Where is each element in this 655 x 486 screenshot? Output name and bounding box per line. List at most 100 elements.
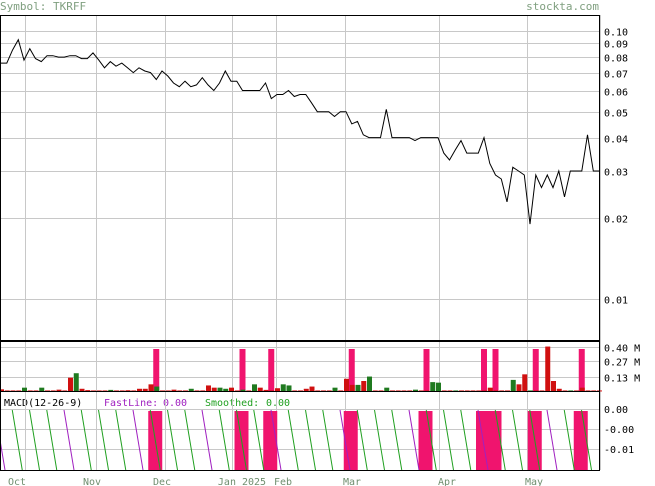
volume-bar (395, 390, 401, 392)
volume-bar (4, 390, 10, 392)
volume-bar (487, 387, 493, 391)
volume-bar (430, 382, 436, 391)
macd-signal-line (391, 409, 403, 471)
month-tick-label: May (525, 477, 543, 486)
volume-bar (27, 390, 33, 392)
volume-bar (171, 389, 177, 391)
volume-bar (585, 390, 591, 392)
volume-bar (229, 387, 234, 391)
price-tick-label: 0.03 (604, 168, 628, 179)
volume-tick-label: 0.13 M (604, 374, 640, 385)
macd-signal-line (374, 409, 385, 471)
macd-signal-line (512, 409, 523, 471)
price-tick-label: 0.01 (604, 296, 628, 307)
volume-bar (332, 387, 338, 391)
macd-signal-line (581, 409, 592, 471)
volume-bar (252, 384, 257, 391)
volume-bar (309, 386, 315, 391)
symbol-label: Symbol: TKRFF (0, 0, 86, 13)
volume-bar (246, 390, 252, 392)
site-label[interactable]: stockta.com (526, 0, 599, 13)
volume-highlight-bar (423, 349, 430, 391)
macd-signal-line (132, 409, 144, 471)
macd-signal-line (460, 409, 472, 471)
price-tick-label: 0.02 (604, 215, 628, 226)
volume-bar (194, 390, 200, 392)
volume-bar (424, 390, 430, 392)
price-tick-label: 0.04 (604, 135, 628, 146)
volume-highlight-bar (578, 349, 585, 391)
price-line (1, 38, 599, 225)
volume-bar (568, 390, 574, 392)
macd-signal-line (529, 409, 541, 471)
volume-highlight-bar (348, 349, 355, 391)
volume-tick-label: 0.40 M (604, 344, 640, 355)
volume-bar (453, 390, 459, 392)
macd-signal-line (339, 409, 351, 471)
volume-bar (234, 390, 240, 392)
macd-signal-line (494, 409, 506, 471)
volume-bar (344, 378, 349, 391)
volume-bar (114, 390, 119, 392)
volume-bar (464, 390, 470, 392)
macd-signal-line (270, 409, 282, 471)
macd-signal-line (408, 409, 420, 471)
volume-bar (280, 384, 286, 391)
volume-bar (545, 346, 551, 391)
macd-tick-label: -0.00 (604, 425, 634, 436)
macd-signal-line (236, 409, 247, 471)
volume-bar (539, 390, 545, 392)
macd-signal-line (322, 409, 334, 471)
price-tick-label: 0.08 (604, 54, 628, 65)
volume-bar (165, 390, 171, 392)
volume-bar (338, 390, 344, 392)
volume-bar (240, 389, 246, 391)
volume-bar (119, 390, 125, 392)
volume-bar (108, 389, 114, 391)
volume-bar (269, 390, 275, 392)
macd-signal-line (305, 409, 316, 471)
volume-bar (137, 388, 142, 391)
volume-bar (206, 385, 211, 391)
macd-signal-line (201, 409, 213, 471)
macd-signal-line (253, 409, 265, 471)
macd-signal-line (218, 409, 230, 471)
volume-bar (257, 387, 263, 391)
volume-bar (321, 390, 326, 392)
price-panel-frame (0, 15, 600, 341)
volume-panel-frame (0, 341, 600, 392)
month-tick-label: Jan 2025 (218, 477, 266, 486)
volume-bar (436, 382, 441, 391)
month-tick-label: Nov (83, 477, 101, 486)
volume-bar (390, 390, 395, 392)
macd-highlight-bar (263, 411, 278, 470)
volume-bar (188, 388, 194, 391)
volume-bar (407, 390, 413, 392)
volume-highlight-bar (153, 349, 160, 391)
volume-bar (579, 387, 585, 391)
volume-bar (326, 390, 332, 392)
volume-bar (45, 390, 50, 392)
macd-panel-frame (0, 391, 600, 471)
volume-bar (562, 390, 568, 392)
macd-signal-line (167, 409, 178, 471)
volume-bar (131, 390, 137, 392)
volume-bar (315, 390, 321, 392)
month-tick-label: Feb (274, 477, 292, 486)
macd-tick-label: 0.00 (604, 405, 628, 416)
volume-bar (384, 387, 390, 391)
volume-bar (217, 387, 223, 391)
macd-signal-line (287, 409, 299, 471)
macd-signal-line (563, 409, 575, 471)
volume-bar (263, 389, 269, 391)
volume-highlight-bar (532, 349, 539, 391)
volume-bar (482, 390, 487, 392)
volume-bar (441, 390, 447, 392)
volume-highlight-bar (268, 349, 275, 391)
macd-smoothed-value: 0.00 (266, 398, 290, 409)
macd-highlight-bar (573, 411, 588, 470)
volume-bar (516, 384, 522, 391)
volume-bar (211, 387, 217, 391)
